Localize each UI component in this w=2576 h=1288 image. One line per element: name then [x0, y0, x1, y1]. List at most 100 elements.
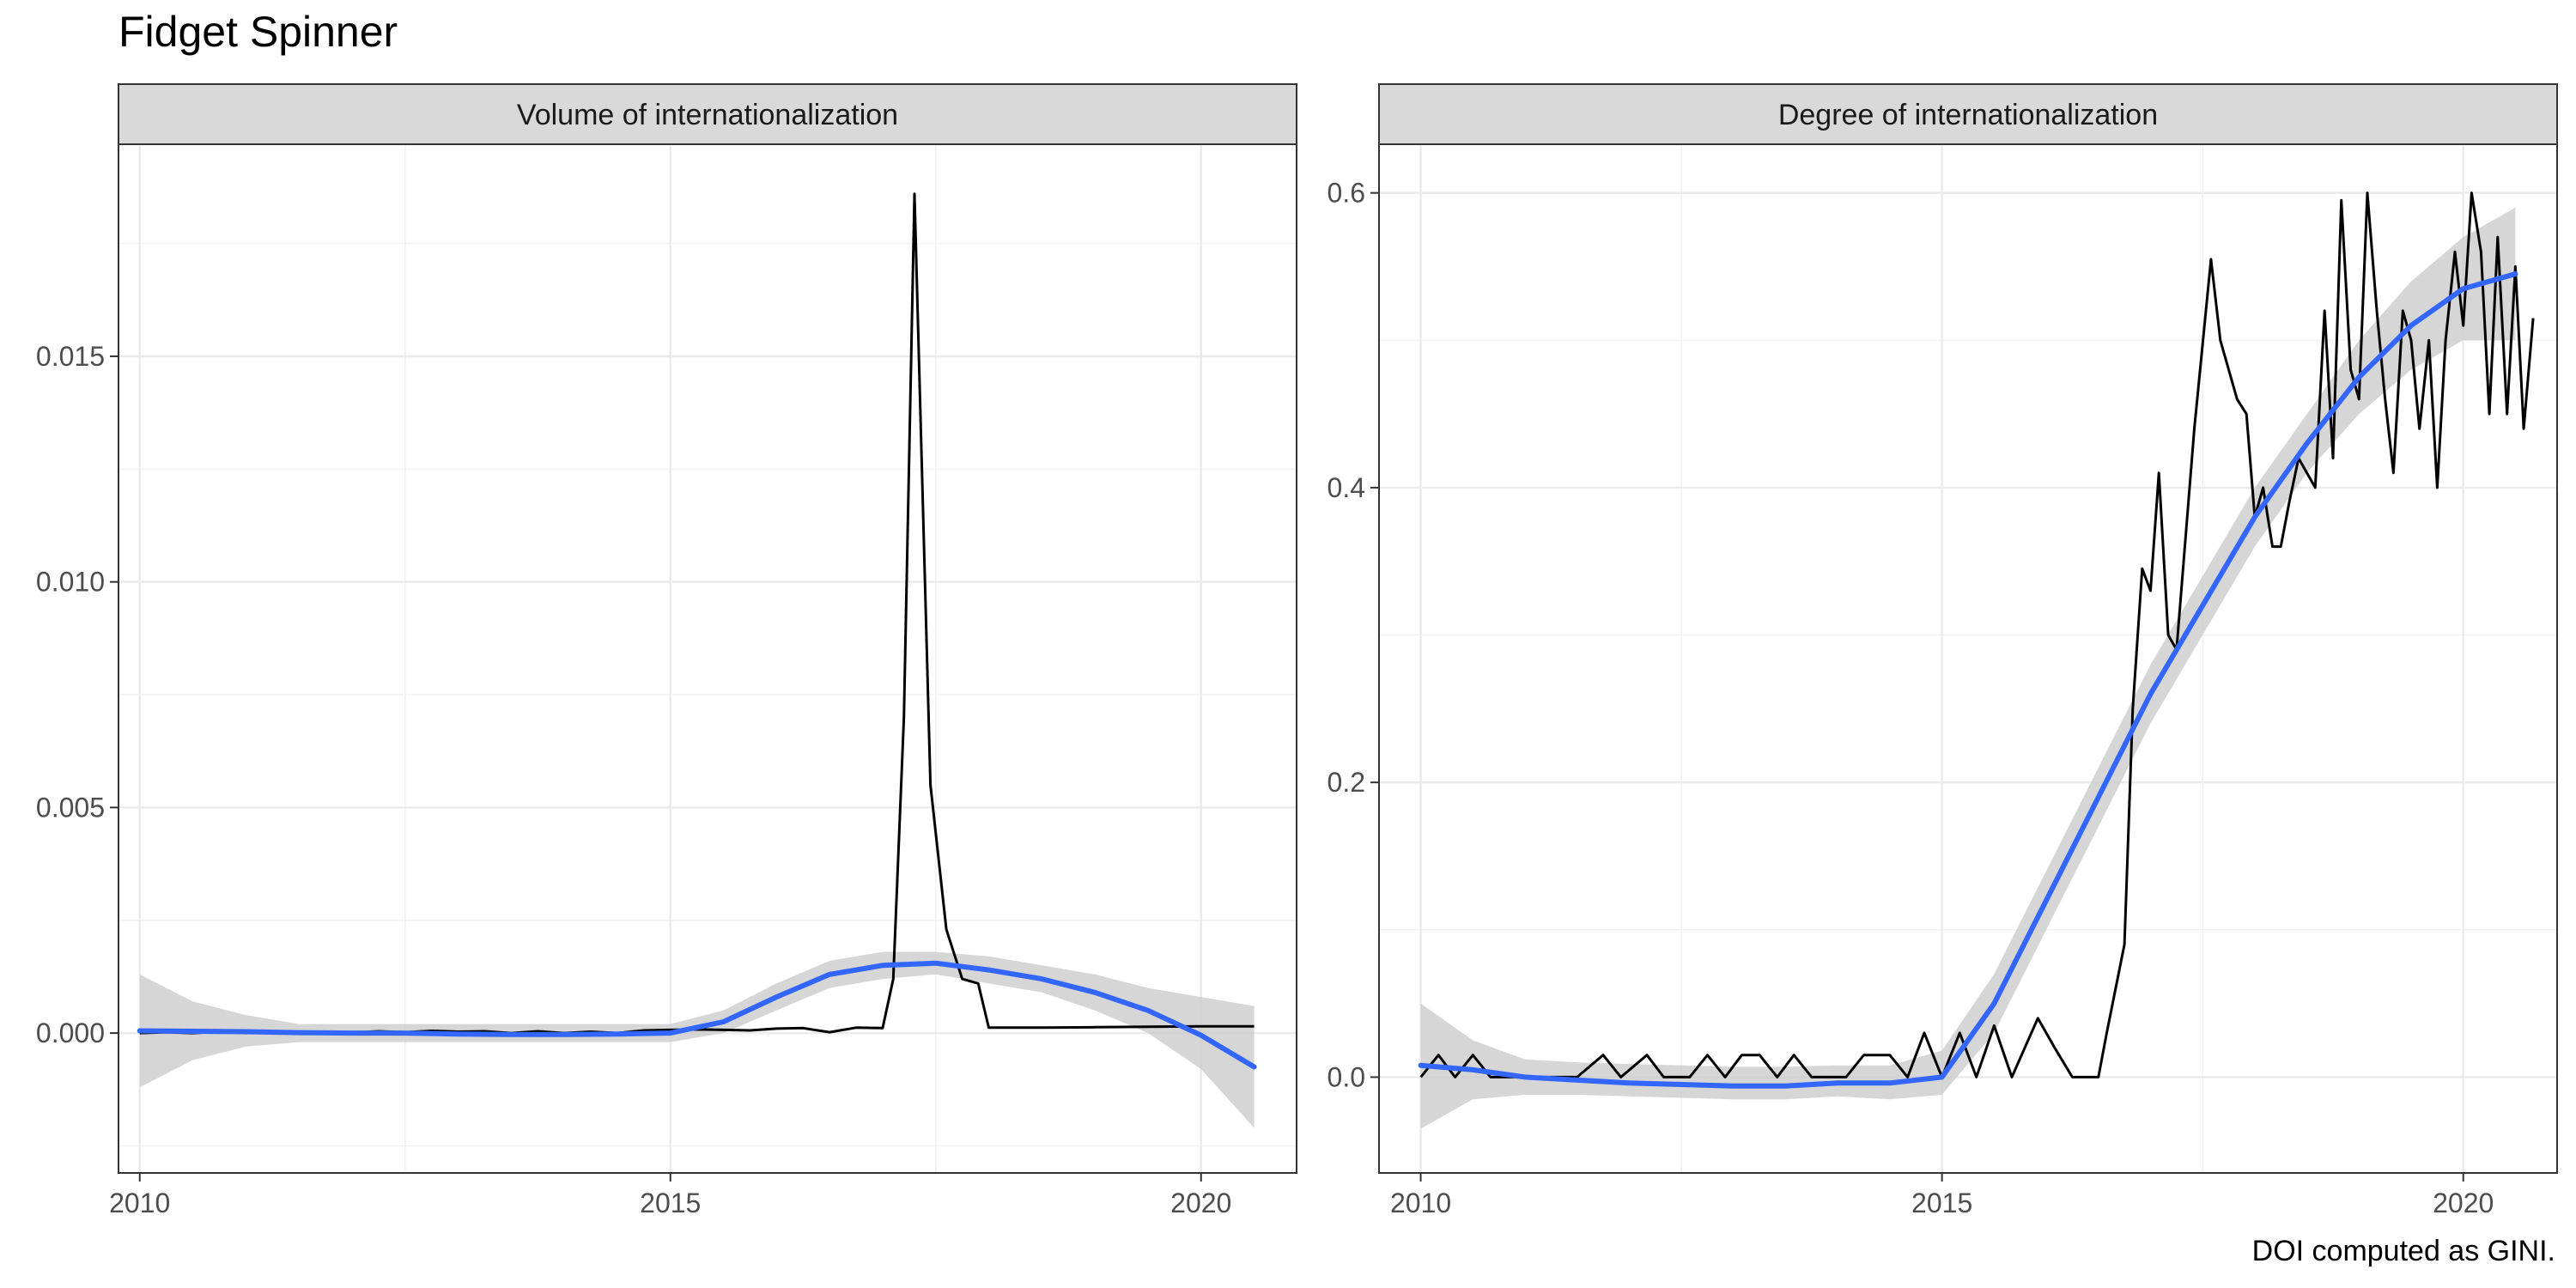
smooth-data-point [669, 1031, 672, 1035]
observed-data-point [1862, 1054, 1866, 1057]
observed-data-point [775, 1027, 778, 1030]
observed-data-point [1662, 1075, 1666, 1078]
observed-data-point [2323, 309, 2326, 313]
observed-data-point [2219, 338, 2222, 342]
y-tick-label: 0.005 [36, 792, 105, 823]
observed-data-point [2070, 1075, 2074, 1078]
x-axis: 2010 2015 2020 [1390, 1173, 2494, 1218]
observed-data-point [913, 192, 916, 196]
observed-data-point [2435, 486, 2439, 489]
smooth-data-point [2462, 287, 2465, 290]
observed-data-point [483, 1030, 486, 1033]
observed-data-point [1576, 1075, 1579, 1078]
strip-background [118, 83, 1297, 145]
observed-data-point [961, 977, 964, 981]
observed-data-point [1688, 1075, 1692, 1078]
observed-data-point [2245, 412, 2248, 416]
observed-data-point [2157, 471, 2160, 475]
observed-data-point [1888, 1054, 1892, 1057]
observed-data-point [2036, 1017, 2039, 1020]
observed-data-point [2235, 398, 2239, 401]
smooth-data-point [2357, 375, 2360, 379]
observed-data-point [1454, 1075, 1457, 1078]
observed-data-point [430, 1030, 434, 1033]
observed-data-point [2053, 1046, 2057, 1049]
observed-data-point [1645, 1054, 1649, 1057]
smooth-data-point [297, 1031, 301, 1035]
smooth-data-point [775, 995, 778, 999]
observed-data-point [2444, 338, 2447, 342]
observed-data-point [891, 977, 895, 981]
chart-title: Fidget Spinner [118, 8, 398, 56]
observed-data-point [1253, 1024, 1256, 1028]
observed-data-point [2123, 943, 2126, 946]
x-tick: 2020 [1170, 1173, 1231, 1218]
observed-data-point [2418, 427, 2421, 430]
smooth-data-point [616, 1032, 619, 1036]
observed-data-point [696, 1028, 699, 1031]
panel-border [118, 143, 1297, 1174]
grid-minor [118, 144, 1297, 1173]
y-tick-label: 0.010 [36, 567, 105, 598]
observed-data-point [2470, 191, 2473, 195]
observed-data-point [854, 1026, 858, 1030]
x-tick: 2015 [1911, 1173, 1972, 1218]
smooth-data-point [2253, 515, 2257, 519]
observed-data-point [2427, 338, 2431, 342]
observed-data-point [2496, 235, 2500, 239]
smooth-data-point [2044, 899, 2048, 902]
observed-data-point [1601, 1054, 1605, 1057]
observed-data-point [2331, 457, 2335, 460]
observed-data-point [1810, 1075, 1814, 1078]
y-tick-label: 0.6 [1327, 178, 1365, 209]
observed-data-point [2271, 545, 2275, 549]
strip-label: Degree of internationalization [1778, 99, 2158, 131]
x-tick-label: 2020 [1170, 1188, 1231, 1218]
panel-border [1378, 143, 2558, 1174]
y-tick-label: 0.4 [1327, 472, 1365, 503]
y-tick-label: 0.000 [36, 1018, 105, 1048]
x-tick-label: 2015 [1911, 1188, 1972, 1218]
observed-data-point [377, 1030, 380, 1033]
observed-data-point [2097, 1075, 2100, 1078]
observed-data-point [1975, 1075, 1978, 1078]
observed-data-point [217, 1030, 221, 1034]
observed-data-point [2287, 501, 2291, 504]
observed-data-point [1419, 1075, 1423, 1078]
observed-data-point [929, 783, 933, 787]
observed-data-point [976, 981, 980, 985]
plot-background [1379, 144, 2557, 1173]
observed-line [1419, 191, 2535, 1078]
observed-data-point [2391, 471, 2395, 475]
smooth-data-point [2149, 692, 2153, 696]
observed-data-point [722, 1028, 726, 1031]
observed-data-point [589, 1030, 592, 1034]
observed-data-point [1146, 1025, 1150, 1029]
strip-background [1378, 83, 2558, 145]
observed-data-point [1958, 1031, 1961, 1035]
x-tick-label: 2020 [2433, 1188, 2494, 1218]
observed-data-point [2384, 398, 2387, 401]
observed-data-point [2506, 412, 2509, 416]
y-tick: 0.2 [1327, 767, 1379, 798]
observed-data-point [536, 1030, 539, 1033]
observed-data-point [2141, 567, 2144, 570]
observed-data-point [1992, 1024, 1996, 1027]
smooth-data-point [509, 1033, 513, 1036]
observed-data-point [165, 1030, 168, 1034]
observed-data-point [2166, 634, 2170, 637]
x-tick: 2010 [109, 1173, 170, 1218]
smooth-data-point [457, 1032, 460, 1036]
observed-data-point [2209, 258, 2213, 261]
smooth-data-point [1471, 1068, 1474, 1072]
smooth-line [137, 960, 1257, 1070]
faceted-chart: Volume of internationalization 0.000 0.0… [36, 83, 2558, 1218]
y-tick-label: 0.015 [36, 341, 105, 372]
y-tick: 0.6 [1327, 178, 1379, 209]
observed-data-point [2488, 412, 2491, 416]
observed-data-point [748, 1029, 751, 1032]
observed-data-point [2193, 427, 2196, 430]
smooth-data-point [1680, 1083, 1683, 1086]
x-tick: 2020 [2433, 1173, 2494, 1218]
observed-data-point [2313, 486, 2317, 489]
